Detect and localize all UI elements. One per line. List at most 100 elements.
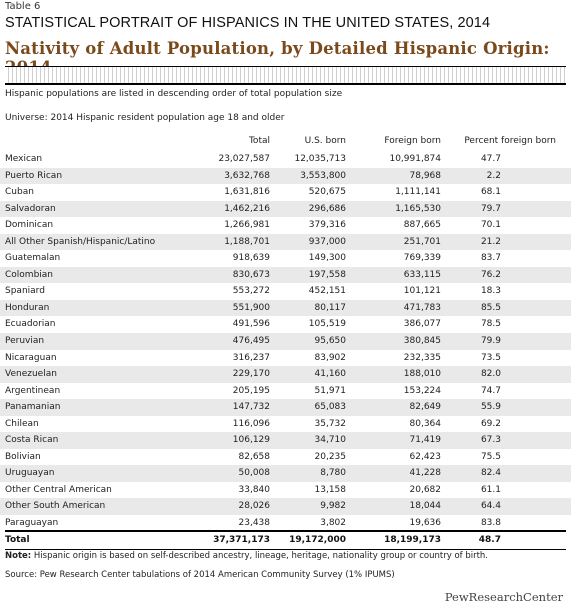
row-percent-foreign-born: 74.7 <box>480 385 501 396</box>
footnote: Note: Hispanic origin is based on self-d… <box>5 551 488 561</box>
table-row: Peruvian 476,495 95,650 380,845 79.9 <box>0 333 571 350</box>
row-foreign-born: 386,077 <box>403 319 441 330</box>
header-rule <box>5 66 566 85</box>
row-foreign-born: 471,783 <box>403 302 441 313</box>
column-header-us-born: U.S. born <box>304 136 346 146</box>
row-name: Bolivian <box>5 451 41 462</box>
total-row-label: Total <box>5 535 30 545</box>
row-percent-foreign-born: 67.3 <box>480 435 501 446</box>
row-foreign-born: 633,115 <box>403 269 441 280</box>
row-total: 50,008 <box>238 468 271 479</box>
table-row: Costa Rican 106,129 34,710 71,419 67.3 <box>0 432 571 449</box>
row-total: 551,900 <box>232 302 270 313</box>
row-name: Costa Rican <box>5 435 59 446</box>
row-percent-foreign-born: 79.9 <box>480 336 501 347</box>
row-total: 116,096 <box>232 418 270 429</box>
row-name: Cuban <box>5 187 34 198</box>
row-total: 830,673 <box>232 269 270 280</box>
row-name: Panamanian <box>5 402 61 413</box>
row-us-born: 35,732 <box>314 418 347 429</box>
table-body: Mexican 23,027,587 12,035,713 10,991,874 47.… <box>0 151 571 532</box>
row-percent-foreign-born: 47.7 <box>480 154 501 164</box>
row-total: 1,266,981 <box>224 220 270 231</box>
table-row: Venezuelan 229,170 41,160 188,010 82.0 <box>0 366 571 383</box>
row-foreign-born: 20,682 <box>409 484 442 495</box>
row-percent-foreign-born: 76.2 <box>480 269 501 280</box>
row-total: 229,170 <box>232 369 270 380</box>
row-total: 33,840 <box>238 484 271 495</box>
table-row: Spaniard 553,272 452,151 101,121 18.3 <box>0 283 571 300</box>
table-row: Mexican 23,027,587 12,035,713 10,991,874 47.… <box>0 151 571 168</box>
row-total: 476,495 <box>232 336 270 347</box>
row-foreign-born: 1,111,141 <box>395 187 441 198</box>
universe-note: Universe: 2014 Hispanic resident populat… <box>5 113 285 123</box>
row-us-born: 105,519 <box>308 319 346 330</box>
row-total: 23,027,587 <box>218 154 270 164</box>
row-percent-foreign-born: 78.5 <box>480 319 501 330</box>
table-row: Nicaraguan 316,237 83,902 232,335 73.5 <box>0 350 571 367</box>
table-row: Colombian 830,673 197,558 633,115 76.2 <box>0 266 571 284</box>
row-name: Dominican <box>5 220 54 231</box>
footnote-label: Note: <box>5 551 32 561</box>
row-name: Peruvian <box>5 336 45 347</box>
row-percent-foreign-born: 73.5 <box>480 352 501 363</box>
row-percent-foreign-born: 21.2 <box>480 236 501 247</box>
row-name: Other Central American <box>5 484 112 495</box>
table-row: Salvadoran 1,462,216 296,686 1,165,530 79.7 <box>0 200 571 218</box>
row-percent-foreign-born: 2.2 <box>486 170 501 181</box>
row-us-born: 9,982 <box>320 501 346 512</box>
table-row: Cuban 1,631,816 520,675 1,111,141 68.1 <box>0 184 571 201</box>
header-rule-bar <box>5 83 566 85</box>
row-foreign-born: 887,665 <box>403 220 441 231</box>
row-name: Ecuadorian <box>5 319 56 330</box>
row-percent-foreign-born: 18.3 <box>480 286 501 297</box>
row-foreign-born: 101,121 <box>403 286 441 297</box>
row-percent-foreign-born: 82.0 <box>480 369 501 380</box>
footnote-text: Hispanic origin is based on self-describ… <box>31 551 489 561</box>
row-total: 553,272 <box>232 286 270 297</box>
row-percent-foreign-born: 75.5 <box>480 451 501 462</box>
row-total: 205,195 <box>232 385 270 396</box>
row-total: 1,462,216 <box>224 203 270 214</box>
total-row-foreign-born: 18,199,173 <box>384 535 441 545</box>
table-row: Other South American 28,026 9,982 18,044 64.… <box>0 498 571 516</box>
row-name: Honduran <box>5 302 50 313</box>
row-us-born: 296,686 <box>308 203 346 214</box>
table-row: Honduran 551,900 80,117 471,783 85.5 <box>0 299 571 317</box>
row-us-born: 3,802 <box>320 518 346 529</box>
row-total: 82,658 <box>238 451 271 462</box>
source-note: Source: Pew Research Center tabulations … <box>5 570 395 580</box>
row-us-born: 41,160 <box>314 369 347 380</box>
total-row-total: 37,371,173 <box>213 535 270 545</box>
row-name: All Other Spanish/Hispanic/Latino <box>5 236 156 247</box>
order-note: Hispanic populations are listed in desce… <box>5 89 343 99</box>
row-us-born: 149,300 <box>308 253 346 264</box>
row-foreign-born: 82,649 <box>409 402 442 413</box>
row-name: Argentinean <box>5 385 61 396</box>
row-total: 1,631,816 <box>224 187 270 198</box>
row-us-born: 520,675 <box>308 187 346 198</box>
row-foreign-born: 380,845 <box>403 336 441 347</box>
supertitle: STATISTICAL PORTRAIT OF HISPANICS IN THE… <box>5 15 491 31</box>
table-row: Paraguayan 23,438 3,802 19,636 83.8 <box>0 515 571 532</box>
total-row-percent: 48.7 <box>478 535 501 545</box>
row-total: 3,632,768 <box>224 170 270 181</box>
table-row: Panamanian 147,732 65,083 82,649 55.9 <box>0 399 571 416</box>
table-row: Bolivian 82,658 20,235 62,423 75.5 <box>0 449 571 466</box>
row-percent-foreign-born: 82.4 <box>480 468 501 479</box>
row-name: Uruguayan <box>5 468 55 479</box>
pew-logo: PewResearchCenter <box>444 590 563 604</box>
row-us-born: 83,902 <box>314 352 347 363</box>
row-name: Colombian <box>5 269 53 280</box>
row-percent-foreign-born: 83.7 <box>480 253 501 264</box>
row-foreign-born: 62,423 <box>409 451 442 462</box>
row-percent-foreign-born: 61.1 <box>480 484 501 495</box>
table-label: Table 6 <box>5 1 41 12</box>
row-us-born: 197,558 <box>308 269 346 280</box>
row-name: Guatemalan <box>5 253 61 264</box>
column-header-total: Total <box>248 136 270 146</box>
row-foreign-born: 188,010 <box>403 369 441 380</box>
row-name: Mexican <box>5 154 43 164</box>
row-name: Chilean <box>5 418 39 429</box>
